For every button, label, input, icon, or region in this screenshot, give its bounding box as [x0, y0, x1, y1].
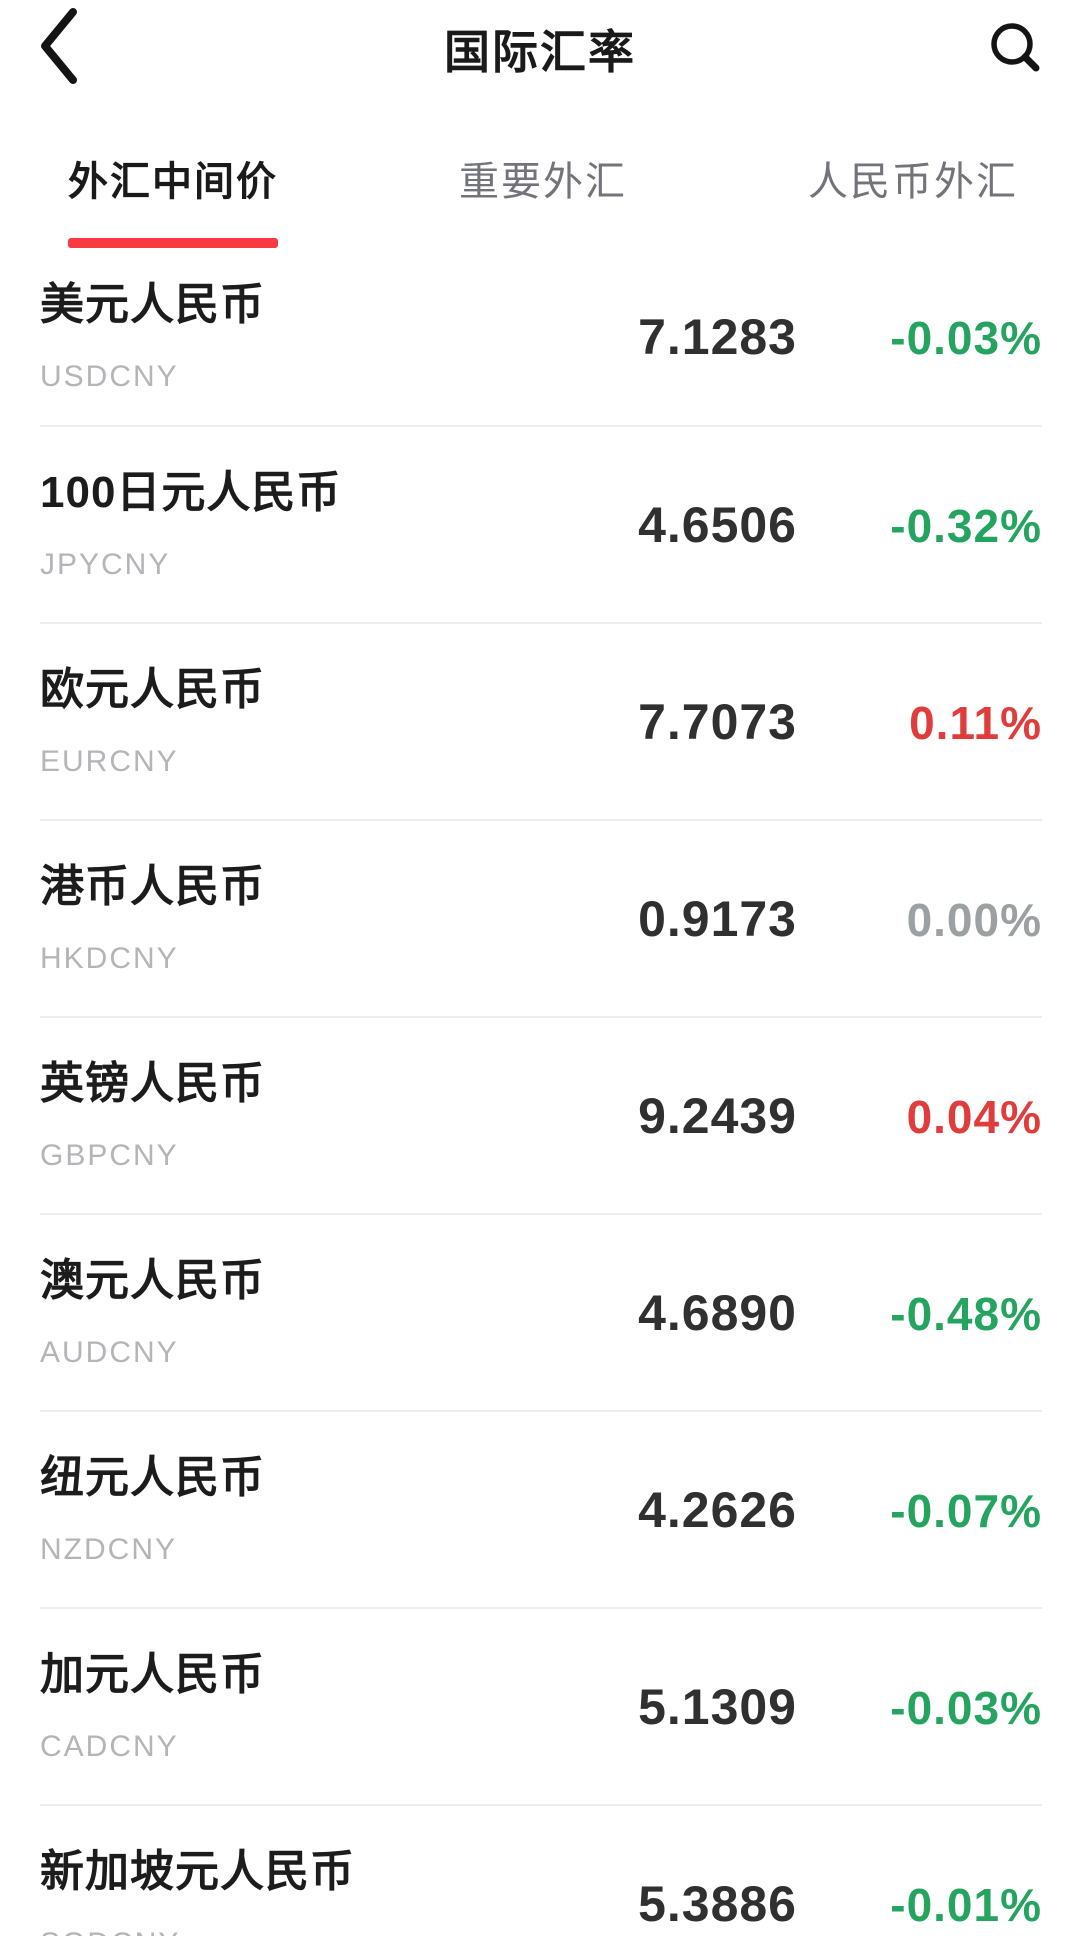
pair-change: 0.00%	[906, 893, 1042, 946]
pair-change: -0.03%	[890, 311, 1042, 364]
pair-rate: 9.2439	[638, 1087, 797, 1144]
pair-rate: 7.1283	[638, 308, 797, 365]
pair-code: AUDCNY	[40, 1335, 179, 1369]
pair-info: 加元人民币 CADCNY	[40, 1649, 265, 1763]
pair-quote: 4.6890 -0.48%	[475, 1284, 1042, 1342]
tab-1[interactable]: 外汇中间价	[68, 150, 278, 248]
header: 国际汇率	[0, 0, 1080, 150]
rate-row[interactable]: 纽元人民币 NZDCNY 4.2626 -0.07%	[40, 1412, 1042, 1609]
rate-row[interactable]: 加元人民币 CADCNY 5.1309 -0.03%	[40, 1609, 1042, 1806]
pair-info: 纽元人民币 NZDCNY	[40, 1452, 265, 1566]
pair-info: 港币人民币 HKDCNY	[40, 861, 265, 975]
tab-label: 人民币外汇	[808, 160, 1018, 204]
pair-quote: 5.1309 -0.03%	[475, 1678, 1042, 1736]
pair-info: 欧元人民币 EURCNY	[40, 664, 265, 778]
pair-rate: 4.6890	[638, 1284, 797, 1341]
tab-label: 重要外汇	[459, 160, 627, 204]
pair-name: 纽元人民币	[40, 1452, 265, 1502]
pair-quote: 5.3886 -0.01%	[475, 1875, 1042, 1933]
pair-name: 港币人民币	[40, 861, 265, 911]
rate-row[interactable]: 美元人民币 USDCNY 7.1283 -0.03%	[40, 248, 1042, 427]
pair-name: 新加坡元人民币	[40, 1846, 355, 1896]
pair-change: -0.48%	[890, 1287, 1042, 1340]
pair-rate: 5.3886	[638, 1875, 797, 1932]
pair-info: 100日元人民币 JPYCNY	[40, 467, 342, 581]
pair-rate: 4.6506	[638, 496, 797, 553]
pair-rate: 4.2626	[638, 1481, 797, 1538]
pair-code: HKDCNY	[40, 941, 179, 975]
pair-change: -0.03%	[890, 1681, 1042, 1734]
pair-code: CADCNY	[40, 1729, 179, 1763]
page-title: 国际汇率	[444, 26, 636, 78]
rate-row[interactable]: 澳元人民币 AUDCNY 4.6890 -0.48%	[40, 1215, 1042, 1412]
pair-quote: 4.6506 -0.32%	[475, 496, 1042, 554]
tab-3[interactable]: 人民币外汇	[808, 150, 1018, 248]
pair-rate: 7.7073	[638, 693, 797, 750]
pair-name: 英镑人民币	[40, 1058, 265, 1108]
rate-row[interactable]: 新加坡元人民币 SGDCNY 5.3886 -0.01%	[40, 1806, 1042, 1936]
pair-rate: 5.1309	[638, 1678, 797, 1735]
pair-change: -0.32%	[890, 499, 1042, 552]
pair-name: 加元人民币	[40, 1649, 265, 1699]
back-button[interactable]	[10, 0, 110, 100]
pair-info: 澳元人民币 AUDCNY	[40, 1255, 265, 1369]
tab-bar: 外汇中间价 重要外汇 人民币外汇	[0, 150, 1080, 248]
search-button[interactable]	[966, 0, 1066, 100]
rate-list: 美元人民币 USDCNY 7.1283 -0.03% 100日元人民币 JPYC…	[0, 248, 1080, 1936]
search-icon	[991, 23, 1040, 72]
rate-row[interactable]: 英镑人民币 GBPCNY 9.2439 0.04%	[40, 1018, 1042, 1215]
pair-info: 美元人民币 USDCNY	[40, 279, 265, 393]
pair-quote: 7.1283 -0.03%	[475, 308, 1042, 366]
pair-code: JPYCNY	[40, 547, 171, 581]
pair-rate: 0.9173	[638, 890, 797, 947]
pair-name: 美元人民币	[40, 279, 265, 329]
pair-code: SGDCNY	[40, 1927, 355, 1936]
active-tab-underline	[68, 238, 278, 248]
pair-code: USDCNY	[40, 359, 179, 393]
pair-change: -0.01%	[890, 1878, 1042, 1931]
pair-info: 新加坡元人民币 SGDCNY	[40, 1846, 355, 1936]
pair-name: 澳元人民币	[40, 1255, 265, 1305]
pair-name: 欧元人民币	[40, 664, 265, 714]
pair-change: 0.11%	[909, 696, 1042, 749]
pair-quote: 0.9173 0.00%	[475, 890, 1042, 948]
pair-quote: 9.2439 0.04%	[475, 1087, 1042, 1145]
pair-change: -0.07%	[890, 1484, 1042, 1537]
tab-2[interactable]: 重要外汇	[459, 150, 627, 248]
chevron-left-icon	[41, 8, 77, 84]
pair-name: 100日元人民币	[40, 467, 342, 517]
pair-info: 英镑人民币 GBPCNY	[40, 1058, 265, 1172]
rate-row[interactable]: 欧元人民币 EURCNY 7.7073 0.11%	[40, 624, 1042, 821]
rate-row[interactable]: 港币人民币 HKDCNY 0.9173 0.00%	[40, 821, 1042, 1018]
pair-quote: 7.7073 0.11%	[475, 693, 1042, 751]
tab-label: 外汇中间价	[68, 160, 278, 204]
pair-code: GBPCNY	[40, 1138, 179, 1172]
pair-change: 0.04%	[906, 1090, 1042, 1143]
pair-quote: 4.2626 -0.07%	[475, 1481, 1042, 1539]
pair-code: NZDCNY	[40, 1532, 177, 1566]
rate-row[interactable]: 100日元人民币 JPYCNY 4.6506 -0.32%	[40, 427, 1042, 624]
pair-code: EURCNY	[40, 744, 179, 778]
